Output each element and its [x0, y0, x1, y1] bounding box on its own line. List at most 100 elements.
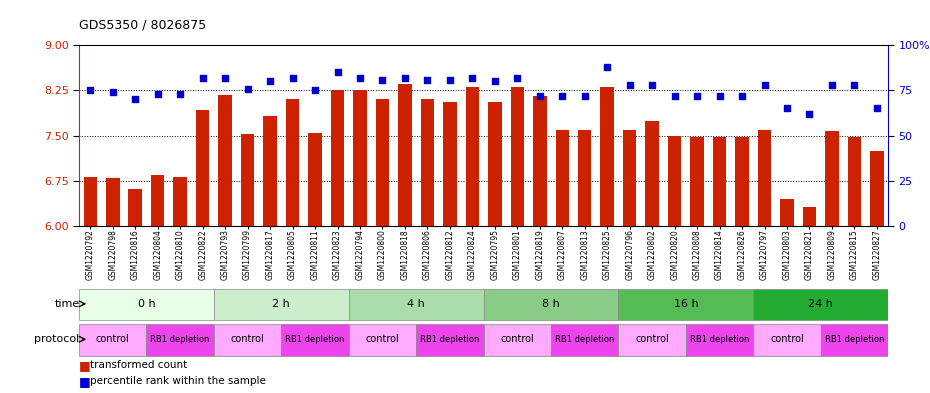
- Text: control: control: [635, 334, 669, 344]
- Point: [420, 76, 435, 83]
- Point: [847, 82, 862, 88]
- Bar: [870, 151, 883, 226]
- Text: GSM1220803: GSM1220803: [782, 229, 791, 280]
- Point: [352, 75, 367, 81]
- Bar: [820, 324, 888, 356]
- Text: GSM1220810: GSM1220810: [176, 229, 185, 280]
- Bar: [128, 189, 142, 226]
- Text: percentile rank within the sample: percentile rank within the sample: [90, 376, 266, 386]
- Point: [262, 78, 277, 84]
- Bar: [196, 110, 209, 226]
- Point: [443, 76, 458, 83]
- Text: 24 h: 24 h: [808, 299, 833, 309]
- Bar: [173, 176, 187, 226]
- Bar: [551, 324, 618, 356]
- Text: GSM1220821: GSM1220821: [805, 229, 814, 280]
- Bar: [601, 87, 614, 226]
- Bar: [79, 324, 147, 356]
- Bar: [79, 288, 214, 321]
- Bar: [263, 116, 277, 226]
- Text: 16 h: 16 h: [673, 299, 698, 309]
- Point: [465, 75, 480, 81]
- Text: RB1 depletion: RB1 depletion: [286, 335, 345, 344]
- Text: GSM1220827: GSM1220827: [872, 229, 882, 280]
- Bar: [151, 175, 165, 226]
- Text: transformed count: transformed count: [90, 360, 188, 371]
- Bar: [84, 176, 97, 226]
- Bar: [758, 130, 771, 226]
- Bar: [106, 178, 119, 226]
- Point: [644, 82, 659, 88]
- Point: [712, 93, 727, 99]
- Text: GSM1220825: GSM1220825: [603, 229, 612, 280]
- Bar: [511, 87, 525, 226]
- Point: [779, 105, 794, 112]
- Text: GDS5350 / 8026875: GDS5350 / 8026875: [79, 18, 206, 31]
- Text: GSM1220807: GSM1220807: [558, 229, 566, 280]
- Bar: [214, 324, 281, 356]
- Point: [127, 96, 142, 103]
- Point: [825, 82, 840, 88]
- Bar: [803, 207, 817, 226]
- Bar: [753, 288, 888, 321]
- Text: RB1 depletion: RB1 depletion: [151, 335, 210, 344]
- Text: GSM1220826: GSM1220826: [737, 229, 747, 280]
- Point: [870, 105, 884, 112]
- Point: [690, 93, 705, 99]
- Point: [375, 76, 390, 83]
- Point: [622, 82, 637, 88]
- Text: GSM1220805: GSM1220805: [288, 229, 297, 280]
- Text: GSM1220808: GSM1220808: [693, 229, 701, 280]
- Point: [151, 91, 166, 97]
- Text: 4 h: 4 h: [407, 299, 425, 309]
- Bar: [645, 121, 658, 226]
- Text: GSM1220801: GSM1220801: [512, 229, 522, 280]
- Bar: [618, 324, 685, 356]
- Bar: [420, 99, 434, 226]
- Point: [195, 75, 210, 81]
- Text: RB1 depletion: RB1 depletion: [825, 335, 884, 344]
- Text: GSM1220796: GSM1220796: [625, 229, 634, 280]
- Text: GSM1220792: GSM1220792: [86, 229, 95, 280]
- Bar: [219, 95, 232, 226]
- Bar: [398, 84, 412, 226]
- Bar: [685, 324, 753, 356]
- Bar: [376, 99, 389, 226]
- Text: control: control: [500, 334, 534, 344]
- Text: GSM1220793: GSM1220793: [220, 229, 230, 280]
- Text: GSM1220795: GSM1220795: [490, 229, 499, 280]
- Bar: [736, 137, 749, 226]
- Text: GSM1220814: GSM1220814: [715, 229, 724, 280]
- Bar: [466, 87, 479, 226]
- Bar: [712, 137, 726, 226]
- Point: [735, 93, 750, 99]
- Text: GSM1220819: GSM1220819: [536, 229, 544, 280]
- Text: GSM1220815: GSM1220815: [850, 229, 859, 280]
- Text: control: control: [770, 334, 804, 344]
- Bar: [484, 288, 618, 321]
- Point: [83, 87, 98, 94]
- Text: GSM1220802: GSM1220802: [647, 229, 657, 280]
- Point: [487, 78, 502, 84]
- Point: [532, 93, 547, 99]
- Bar: [214, 288, 349, 321]
- Point: [397, 75, 412, 81]
- Bar: [578, 130, 591, 226]
- Bar: [353, 90, 366, 226]
- Text: GSM1220798: GSM1220798: [108, 229, 117, 280]
- Bar: [848, 137, 861, 226]
- Text: GSM1220824: GSM1220824: [468, 229, 477, 280]
- Text: GSM1220813: GSM1220813: [580, 229, 590, 280]
- Text: GSM1220809: GSM1220809: [828, 229, 836, 280]
- Point: [286, 75, 300, 81]
- Point: [802, 111, 817, 117]
- Bar: [308, 132, 322, 226]
- Bar: [484, 324, 551, 356]
- Bar: [241, 134, 254, 226]
- Bar: [349, 324, 417, 356]
- Text: 0 h: 0 h: [138, 299, 155, 309]
- Bar: [555, 130, 569, 226]
- Bar: [281, 324, 349, 356]
- Bar: [623, 130, 636, 226]
- Text: GSM1220818: GSM1220818: [401, 229, 409, 280]
